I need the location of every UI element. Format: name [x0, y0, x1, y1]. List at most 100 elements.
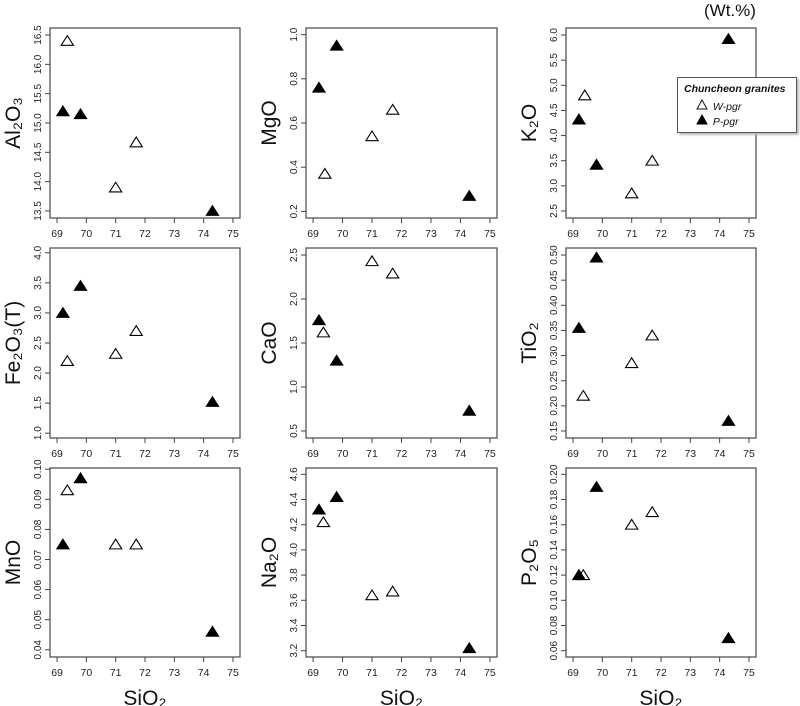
open-triangle-marker: [129, 324, 144, 336]
open-triangle-marker: [60, 354, 75, 367]
x-tick-label: 73: [684, 448, 696, 460]
scatter-panel-3: 69 70 71 72 73 74 75 2.5 3.0 3.5 4.0 4.5 5.0 5.5 6.0 K₂…: [518, 27, 757, 240]
x-tick-label: 70: [337, 228, 349, 240]
open-triangle-marker: [108, 181, 123, 193]
y-tick-label: 0.07: [33, 549, 44, 569]
legend: Chuncheon granites W-pgr P-pgr: [677, 77, 797, 133]
x-tick-label: 74: [198, 448, 210, 460]
filled-triangle-marker: [571, 113, 587, 125]
x-tick-label: 69: [567, 228, 579, 240]
filled-triangle-marker: [73, 279, 88, 291]
x-axis-label: SiO₂: [123, 687, 166, 706]
x-tick-label: 69: [307, 667, 319, 679]
x-tick-label: 73: [168, 448, 180, 460]
x-tick-label: 71: [366, 228, 378, 240]
y-tick-label: 0.06: [549, 641, 560, 661]
filled-triangle-marker: [73, 471, 88, 484]
y-tick-label: 0.25: [549, 371, 560, 391]
y-tick-label: 0.45: [549, 270, 560, 290]
filled-triangle-marker: [589, 480, 604, 492]
y-tick-label: 0.6: [289, 116, 300, 130]
y-tick-label: 5.0: [549, 78, 560, 92]
y-tick-label: 0.2: [289, 204, 300, 218]
y-tick-label: 4.2: [289, 517, 300, 531]
x-tick-label: 71: [626, 228, 638, 240]
scatter-panel-9: 69 70 71 72 73 74 75 0.06 0.08 0.10 0.12 0.14 0.16 0.…: [518, 464, 757, 706]
open-triangle-marker: [129, 136, 144, 148]
y-tick-label: 0.5: [289, 424, 300, 438]
x-tick-label: 70: [597, 228, 609, 240]
y-tick-label: 0.09: [33, 489, 44, 509]
open-triangle-marker: [385, 267, 400, 279]
y-tick-label: 4.6: [289, 467, 300, 481]
x-tick-label: 69: [51, 228, 63, 240]
y-tick-label: 15.5: [33, 84, 44, 104]
legend-label-p-pgr: P-pgr: [712, 116, 739, 128]
y-tick-label: 1.5: [289, 336, 300, 350]
legend-title: Chuncheon granites: [684, 83, 786, 95]
filled-triangle-marker: [329, 490, 344, 502]
x-tick-label: 74: [714, 448, 726, 460]
open-triangle-marker: [317, 167, 332, 179]
x-tick-label: 72: [655, 667, 667, 679]
filled-triangle-marker: [205, 395, 220, 407]
plot-frame: [49, 27, 241, 219]
y-tick-label: 1.0: [33, 426, 44, 440]
x-tick-label: 72: [139, 448, 151, 460]
y-tick-label: 0.08: [549, 615, 560, 635]
x-tick-label: 73: [425, 448, 437, 460]
x-tick-label: 69: [567, 667, 579, 679]
plot-frame: [565, 467, 757, 658]
x-tick-label: 75: [227, 667, 239, 679]
y-tick-label: 0.12: [549, 565, 560, 585]
x-tick-label: 70: [337, 448, 349, 460]
y-tick-label: 0.35: [549, 320, 560, 340]
open-triangle-marker: [364, 129, 380, 142]
filled-triangle-icon: [696, 113, 710, 128]
x-tick-label: 73: [684, 667, 696, 679]
x-tick-label: 73: [425, 228, 437, 240]
y-tick-label: 0.08: [33, 519, 44, 539]
legend-item-w-pgr: W-pgr: [696, 98, 742, 113]
y-tick-label: 2.0: [289, 292, 300, 306]
y-tick-label: 5.5: [549, 53, 560, 67]
y-tick-label: 3.4: [289, 618, 300, 632]
x-tick-label: 70: [337, 667, 349, 679]
x-tick-label: 74: [198, 228, 210, 240]
y-tick-label: 2.0: [33, 366, 44, 380]
y-tick-label: 0.10: [33, 459, 44, 479]
filled-triangle-marker: [462, 641, 477, 654]
legend-label-w-pgr: W-pgr: [712, 101, 742, 113]
y-tick-label: 2.5: [289, 248, 300, 262]
x-tick-label: 73: [168, 667, 180, 679]
open-triangle-marker: [385, 585, 400, 597]
y-tick-label: 0.04: [33, 640, 44, 660]
y-axis-label: P₂O₅: [518, 539, 541, 586]
filled-triangle-marker: [55, 104, 71, 117]
y-tick-label: 4.0: [33, 245, 44, 259]
scatter-panel-6: 69 70 71 72 73 74 75 0.15 0.20 0.25 0.30 0.35 0.40 0.…: [518, 245, 757, 460]
y-tick-label: 0.40: [549, 295, 560, 315]
open-triangle-marker: [624, 187, 639, 199]
open-triangle-marker: [645, 329, 660, 341]
x-tick-label: 74: [455, 667, 467, 679]
y-tick-label: 1.0: [289, 27, 300, 41]
scatter-panel-8: 69 70 71 72 73 74 75 3.2 3.4 3.6 3.8 4.0 4.2 4.4 4.6 Na…: [258, 467, 498, 706]
y-tick-label: 0.14: [549, 540, 560, 560]
x-tick-label: 69: [307, 228, 319, 240]
x-tick-label: 72: [396, 667, 408, 679]
x-tick-label: 71: [110, 667, 122, 679]
filled-triangle-marker: [721, 32, 736, 45]
open-triangle-marker: [364, 254, 380, 267]
y-tick-label: 0.20: [549, 464, 560, 484]
x-tick-label: 75: [484, 667, 496, 679]
x-axis-label: SiO₂: [639, 687, 682, 706]
x-tick-label: 74: [714, 228, 726, 240]
y-axis-label: MnO: [2, 540, 25, 586]
y-tick-label: 0.18: [549, 489, 560, 509]
x-tick-label: 72: [655, 448, 667, 460]
scatter-panel-4: 69 70 71 72 73 74 75 1.0 1.5 2.0 2.5 3.0 3.5 4.0 Fe₂O₃…: [2, 245, 241, 460]
filled-triangle-marker: [329, 354, 344, 366]
y-axis-label: TiO₂: [518, 322, 541, 363]
y-tick-label: 1.0: [289, 380, 300, 394]
